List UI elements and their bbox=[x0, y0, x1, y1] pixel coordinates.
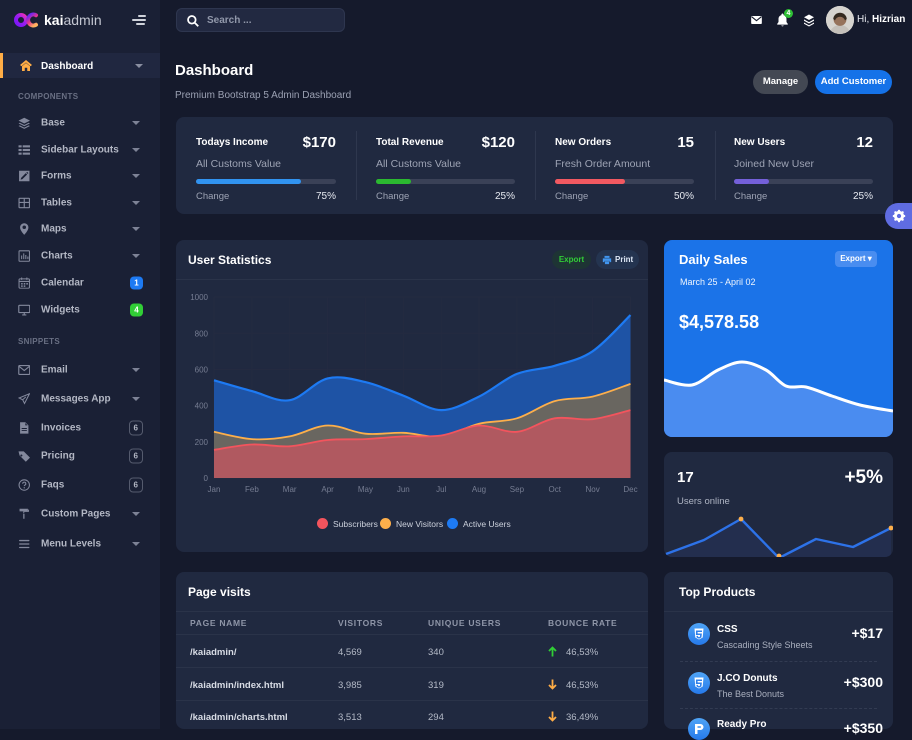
svg-text:1000: 1000 bbox=[190, 293, 208, 302]
svg-text:200: 200 bbox=[195, 438, 209, 447]
svg-text:Oct: Oct bbox=[548, 485, 561, 494]
svg-text:Jun: Jun bbox=[397, 485, 410, 494]
svg-text:Dec: Dec bbox=[623, 485, 637, 494]
svg-text:Sep: Sep bbox=[510, 485, 525, 494]
svg-text:May: May bbox=[358, 485, 373, 494]
svg-text:Mar: Mar bbox=[283, 485, 297, 494]
svg-text:400: 400 bbox=[195, 402, 209, 411]
svg-text:Apr: Apr bbox=[321, 485, 334, 494]
svg-text:Jul: Jul bbox=[436, 485, 446, 494]
svg-text:Jan: Jan bbox=[208, 485, 221, 494]
svg-text:Aug: Aug bbox=[472, 485, 486, 494]
svg-text:800: 800 bbox=[195, 330, 209, 339]
svg-text:Feb: Feb bbox=[245, 485, 259, 494]
svg-text:0: 0 bbox=[204, 474, 209, 483]
svg-text:600: 600 bbox=[195, 366, 209, 375]
svg-text:Nov: Nov bbox=[585, 485, 599, 494]
